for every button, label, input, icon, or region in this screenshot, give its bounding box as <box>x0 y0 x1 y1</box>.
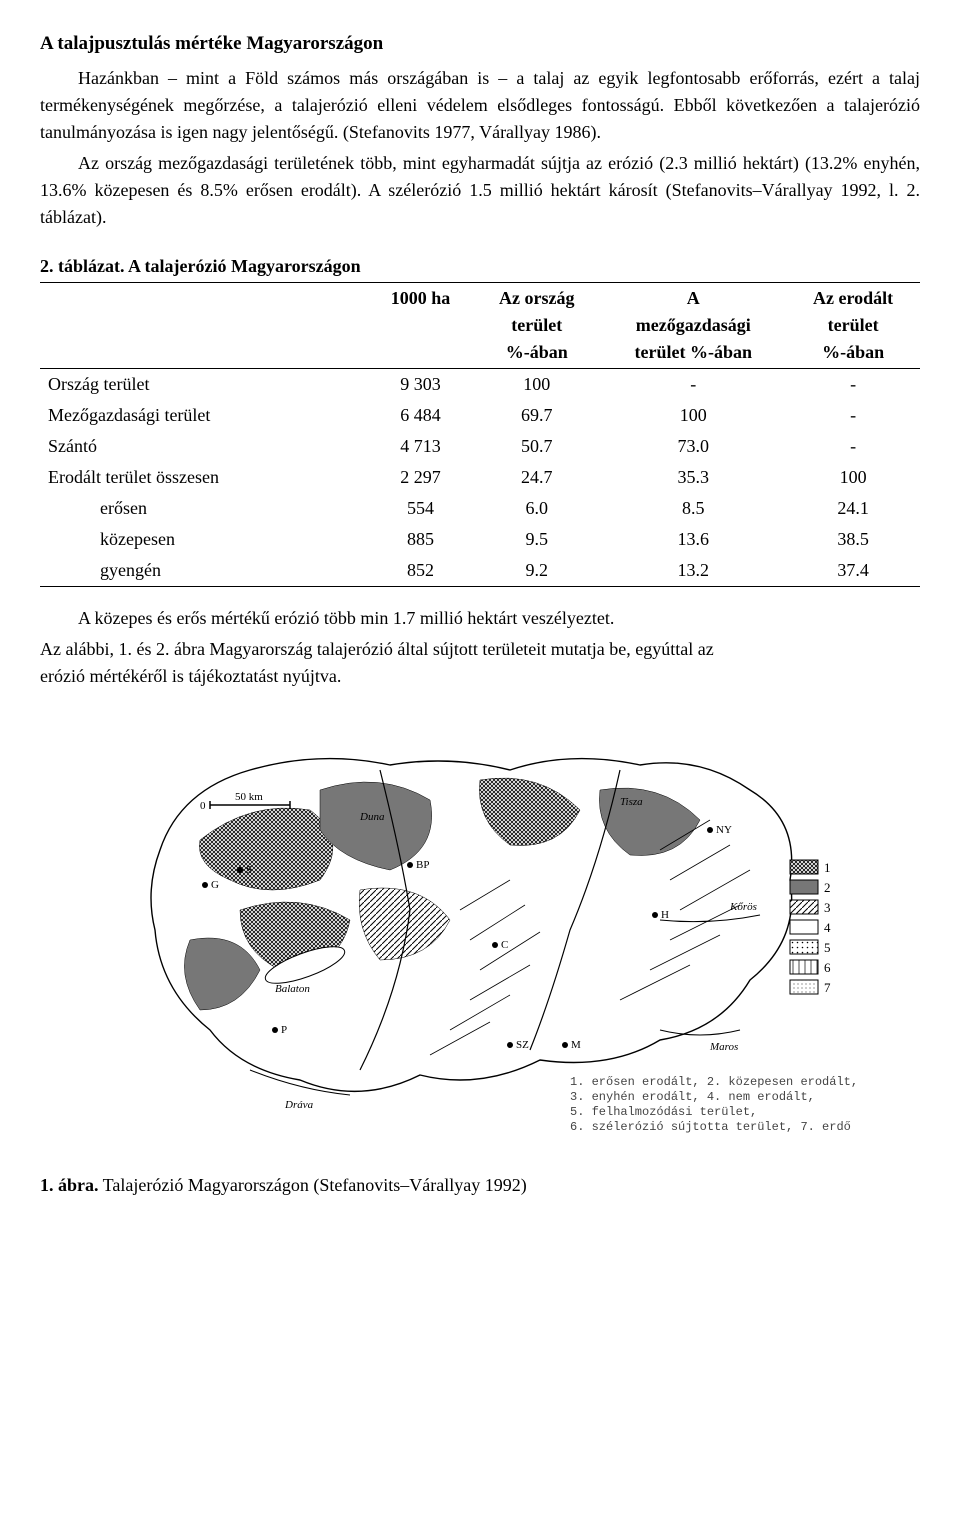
cell: - <box>786 431 920 462</box>
table-row: közepesen8859.513.638.5 <box>40 524 920 555</box>
legend-swatches: 1 2 3 4 5 6 7 <box>790 860 831 995</box>
cell: 6 484 <box>368 400 473 431</box>
svg-text:3: 3 <box>824 900 831 915</box>
svg-text:C: C <box>501 939 508 951</box>
svg-text:5. felhalmozódási terület,: 5. felhalmozódási terület, <box>570 1105 757 1119</box>
th-country-pct: Az ország terület %-ában <box>473 282 600 368</box>
cell: 73.0 <box>600 431 786 462</box>
svg-text:G: G <box>211 879 219 891</box>
paragraph-3: A közepes és erős mértékű erózió több mi… <box>40 605 920 632</box>
th-agri-pct: A mezőgazdasági terület %-ában <box>600 282 786 368</box>
svg-text:7: 7 <box>824 980 831 995</box>
svg-text:4: 4 <box>824 920 831 935</box>
svg-text:Kőrös: Kőrös <box>729 901 757 913</box>
cell: 9.5 <box>473 524 600 555</box>
cell: 2 297 <box>368 462 473 493</box>
table-caption: 2. táblázat. A talajerózió Magyarországo… <box>40 253 920 280</box>
svg-text:3. enyhén erodált, 4. nem erod: 3. enyhén erodált, 4. nem erodált, <box>570 1090 815 1104</box>
paragraph-4b: erózió mértékéről is tájékoztatást nyújt… <box>40 663 920 690</box>
th-1000ha: 1000 ha <box>368 282 473 368</box>
cell: 37.4 <box>786 555 920 587</box>
svg-text:S: S <box>246 864 252 876</box>
svg-text:BP: BP <box>416 859 429 871</box>
cell: 852 <box>368 555 473 587</box>
svg-text:0: 0 <box>200 800 206 812</box>
table-row: Ország terület9 303100-- <box>40 368 920 400</box>
svg-text:6. szélerózió sújtotta terület: 6. szélerózió sújtotta terület, 7. erdő <box>570 1120 851 1134</box>
cell: 69.7 <box>473 400 600 431</box>
svg-text:5: 5 <box>824 940 831 955</box>
svg-text:M: M <box>571 1039 581 1051</box>
row-label: közepesen <box>40 524 368 555</box>
row-label: Mezőgazdasági terület <box>40 400 368 431</box>
table-row: erősen5546.08.524.1 <box>40 493 920 524</box>
paragraph-4: Az alábbi, 1. és 2. ábra Magyarország ta… <box>40 636 920 663</box>
hungary-erosion-map: Balaton BP NY H SZ M C S G P Duna Tisza … <box>100 710 860 1140</box>
figure-1-wrap: Balaton BP NY H SZ M C S G P Duna Tisza … <box>40 710 920 1148</box>
section-title: A talajpusztulás mértéke Magyarországon <box>40 30 920 59</box>
paragraph-1: Hazánkban – mint a Föld számos más orszá… <box>40 65 920 146</box>
cell: 50.7 <box>473 431 600 462</box>
svg-text:P: P <box>281 1024 287 1036</box>
lake-label: Balaton <box>275 983 310 995</box>
cell: 24.1 <box>786 493 920 524</box>
row-label: erősen <box>40 493 368 524</box>
cell: 9.2 <box>473 555 600 587</box>
row-label: gyengén <box>40 555 368 587</box>
erosion-table: 1000 ha Az ország terület %-ában A mezőg… <box>40 282 920 587</box>
cell: 8.5 <box>600 493 786 524</box>
figure-caption: 1. ábra. Talajerózió Magyarországon (Ste… <box>40 1172 920 1199</box>
th-blank <box>40 282 368 368</box>
svg-text:Tisza: Tisza <box>620 796 643 808</box>
cell: 554 <box>368 493 473 524</box>
svg-text:6: 6 <box>824 960 831 975</box>
svg-text:SZ: SZ <box>516 1039 529 1051</box>
cell: 100 <box>600 400 786 431</box>
svg-text:2: 2 <box>824 880 831 895</box>
svg-text:50 km: 50 km <box>235 791 263 803</box>
row-label: Ország terület <box>40 368 368 400</box>
cell: 885 <box>368 524 473 555</box>
svg-text:1: 1 <box>824 860 831 875</box>
table-row: Mezőgazdasági terület6 48469.7100- <box>40 400 920 431</box>
svg-text:1. erősen erodált, 2. közepese: 1. erősen erodált, 2. közepesen erodált, <box>570 1075 858 1089</box>
cell: 9 303 <box>368 368 473 400</box>
table-row: Szántó4 71350.773.0- <box>40 431 920 462</box>
th-eroded-pct: Az erodált terület %-ában <box>786 282 920 368</box>
svg-text:Duna: Duna <box>359 811 385 823</box>
row-label: Szántó <box>40 431 368 462</box>
cell: 24.7 <box>473 462 600 493</box>
legend-text: 1. erősen erodált, 2. közepesen erodált,… <box>570 1075 858 1134</box>
table-row: Erodált terület összesen2 29724.735.3100 <box>40 462 920 493</box>
svg-text:H: H <box>661 909 669 921</box>
cell: 4 713 <box>368 431 473 462</box>
cell: 100 <box>473 368 600 400</box>
svg-text:Dráva: Dráva <box>284 1099 314 1111</box>
cell: 13.2 <box>600 555 786 587</box>
cell: 35.3 <box>600 462 786 493</box>
cell: - <box>786 368 920 400</box>
cell: 38.5 <box>786 524 920 555</box>
cell: - <box>786 400 920 431</box>
table-row: gyengén8529.213.237.4 <box>40 555 920 587</box>
cell: - <box>600 368 786 400</box>
row-label: Erodált terület összesen <box>40 462 368 493</box>
svg-text:Maros: Maros <box>709 1041 738 1053</box>
cell: 100 <box>786 462 920 493</box>
cell: 6.0 <box>473 493 600 524</box>
svg-text:NY: NY <box>716 824 732 836</box>
paragraph-2: Az ország mezőgazdasági területének több… <box>40 150 920 231</box>
cell: 13.6 <box>600 524 786 555</box>
